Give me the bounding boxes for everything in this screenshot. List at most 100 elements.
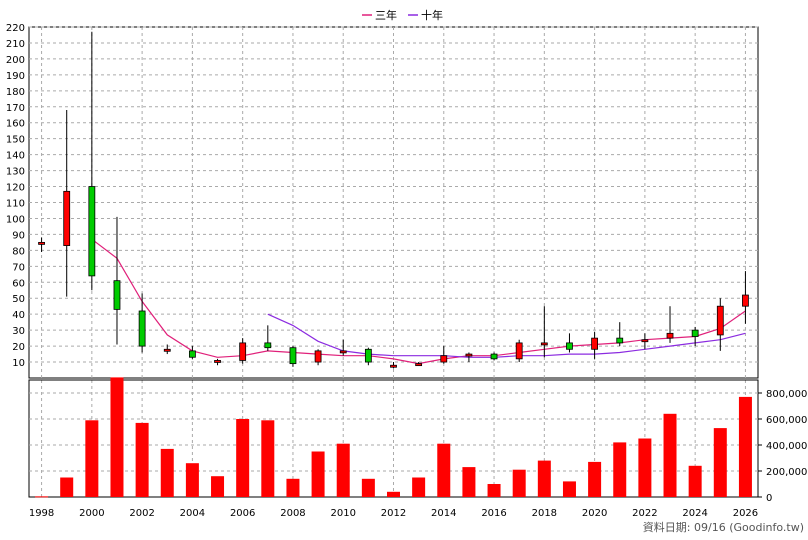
volume-bar-2023 <box>663 413 677 497</box>
legend-label-3yr: 三年 <box>375 8 397 22</box>
volume-bar-2012 <box>387 491 400 497</box>
price-panel: 10 20 30 40 50 60 70 80 90 100 110 120 130 140 150 160 1… <box>6 23 759 379</box>
candle-body <box>490 353 498 360</box>
candle-body <box>515 342 523 360</box>
candle-2018 <box>540 306 548 358</box>
volume-tick-label: 600,000 <box>766 415 807 426</box>
candle-body <box>616 337 624 344</box>
legend-label-10yr: 十年 <box>421 8 443 22</box>
volume-panel: 0 200,000 400,000 600,000 800,000 <box>28 377 807 504</box>
candle-body <box>691 329 699 337</box>
candle-2011 <box>364 347 372 366</box>
candle-2008 <box>289 346 297 367</box>
volume-bar-2000 <box>85 420 99 497</box>
price-tick-label: 150 <box>6 135 25 146</box>
volume-bar-2002 <box>135 422 149 497</box>
volume-bar-2018 <box>537 460 551 497</box>
volume-tick-label: 200,000 <box>766 467 807 478</box>
candle-2024 <box>691 326 699 347</box>
candle-body <box>339 350 347 354</box>
price-tick-label: 190 <box>6 71 25 82</box>
volume-bar-2010 <box>336 443 350 497</box>
candle-body <box>113 280 121 310</box>
volume-bar-1999 <box>60 477 74 497</box>
candle-body <box>666 332 674 339</box>
volume-bar-2015 <box>462 467 476 497</box>
ma-line-10yr <box>267 313 746 358</box>
x-tick-label: 2000 <box>79 508 104 519</box>
volume-bar-2016 <box>487 484 501 497</box>
candle-2003 <box>163 344 171 355</box>
volume-bar-2021 <box>613 442 627 497</box>
candle-1998 <box>38 237 45 252</box>
volume-bar-2004 <box>185 463 199 497</box>
x-tick-label: 2026 <box>733 508 758 519</box>
volume-bar-2011 <box>361 478 375 497</box>
candle-body <box>138 310 146 347</box>
candle-body <box>415 363 423 367</box>
volume-bar-2007 <box>261 420 275 497</box>
price-tick-label: 80 <box>12 246 25 257</box>
volume-bar-2006 <box>236 419 250 497</box>
candle-body <box>314 350 322 363</box>
x-tick-label: 2016 <box>481 508 506 519</box>
volume-bar-2008 <box>286 478 300 497</box>
candle-body <box>364 348 372 363</box>
volume-bar-2025 <box>713 428 727 497</box>
legend: 三年 十年 <box>362 8 443 22</box>
price-tick-label: 70 <box>12 262 25 273</box>
candle-2005 <box>214 358 221 366</box>
candle-body <box>88 186 96 277</box>
price-tick-label: 170 <box>6 103 25 114</box>
x-tick-label: 2018 <box>532 508 557 519</box>
price-tick-label: 30 <box>12 326 25 337</box>
volume-bar-2001 <box>110 377 124 497</box>
volume-bar-1998 <box>35 496 49 498</box>
candle-body <box>540 342 548 346</box>
candle-body <box>289 347 297 365</box>
candle-2017 <box>515 339 523 363</box>
price-tick-label: 50 <box>12 294 25 305</box>
x-tick-label: 1998 <box>29 508 54 519</box>
x-tick-label: 2022 <box>632 508 657 519</box>
candle-body <box>440 355 448 363</box>
candle-1999 <box>63 109 71 297</box>
volume-bar-2013 <box>412 477 426 497</box>
price-tick-label: 110 <box>6 199 25 210</box>
candle-body <box>591 337 599 350</box>
volume-bar-2005 <box>211 476 225 497</box>
candle-body <box>38 241 45 245</box>
candle-body <box>566 342 573 350</box>
candle-body <box>188 350 196 358</box>
x-tick-label: 2024 <box>682 508 707 519</box>
candle-2026 <box>742 271 749 324</box>
volume-bar-2020 <box>588 461 602 497</box>
volume-bar-2026 <box>738 396 752 497</box>
price-tick-label: 220 <box>6 23 25 34</box>
volume-bar-2024 <box>688 465 702 497</box>
volume-bar-2009 <box>311 451 325 497</box>
price-tick-label: 130 <box>6 167 25 178</box>
volume-bar-2017 <box>512 469 526 497</box>
x-tick-label: 2012 <box>381 508 406 519</box>
candle-2004 <box>188 346 196 359</box>
price-tick-label: 40 <box>12 310 25 321</box>
candle-body <box>63 190 71 246</box>
candle-body <box>214 360 221 363</box>
candle-2002 <box>138 293 146 353</box>
candle-2013 <box>415 362 423 367</box>
volume-bar-2003 <box>160 448 174 497</box>
x-tick-label: 2020 <box>582 508 607 519</box>
source-note: 資料日期: 09/16 (Goodinfo.tw) <box>643 520 804 534</box>
x-tick-label: 2010 <box>330 508 355 519</box>
price-tick-label: 100 <box>6 214 25 225</box>
candle-2007 <box>264 325 272 351</box>
price-tick-label: 60 <box>12 278 25 289</box>
candle-2021 <box>616 322 624 347</box>
candle-2006 <box>239 338 247 364</box>
candle-body <box>264 342 272 349</box>
candle-body <box>465 353 473 357</box>
x-axis: 1998 2000 2002 2004 2006 2008 2010 2012 2014 2016… <box>29 508 758 519</box>
price-tick-label: 200 <box>6 55 25 66</box>
